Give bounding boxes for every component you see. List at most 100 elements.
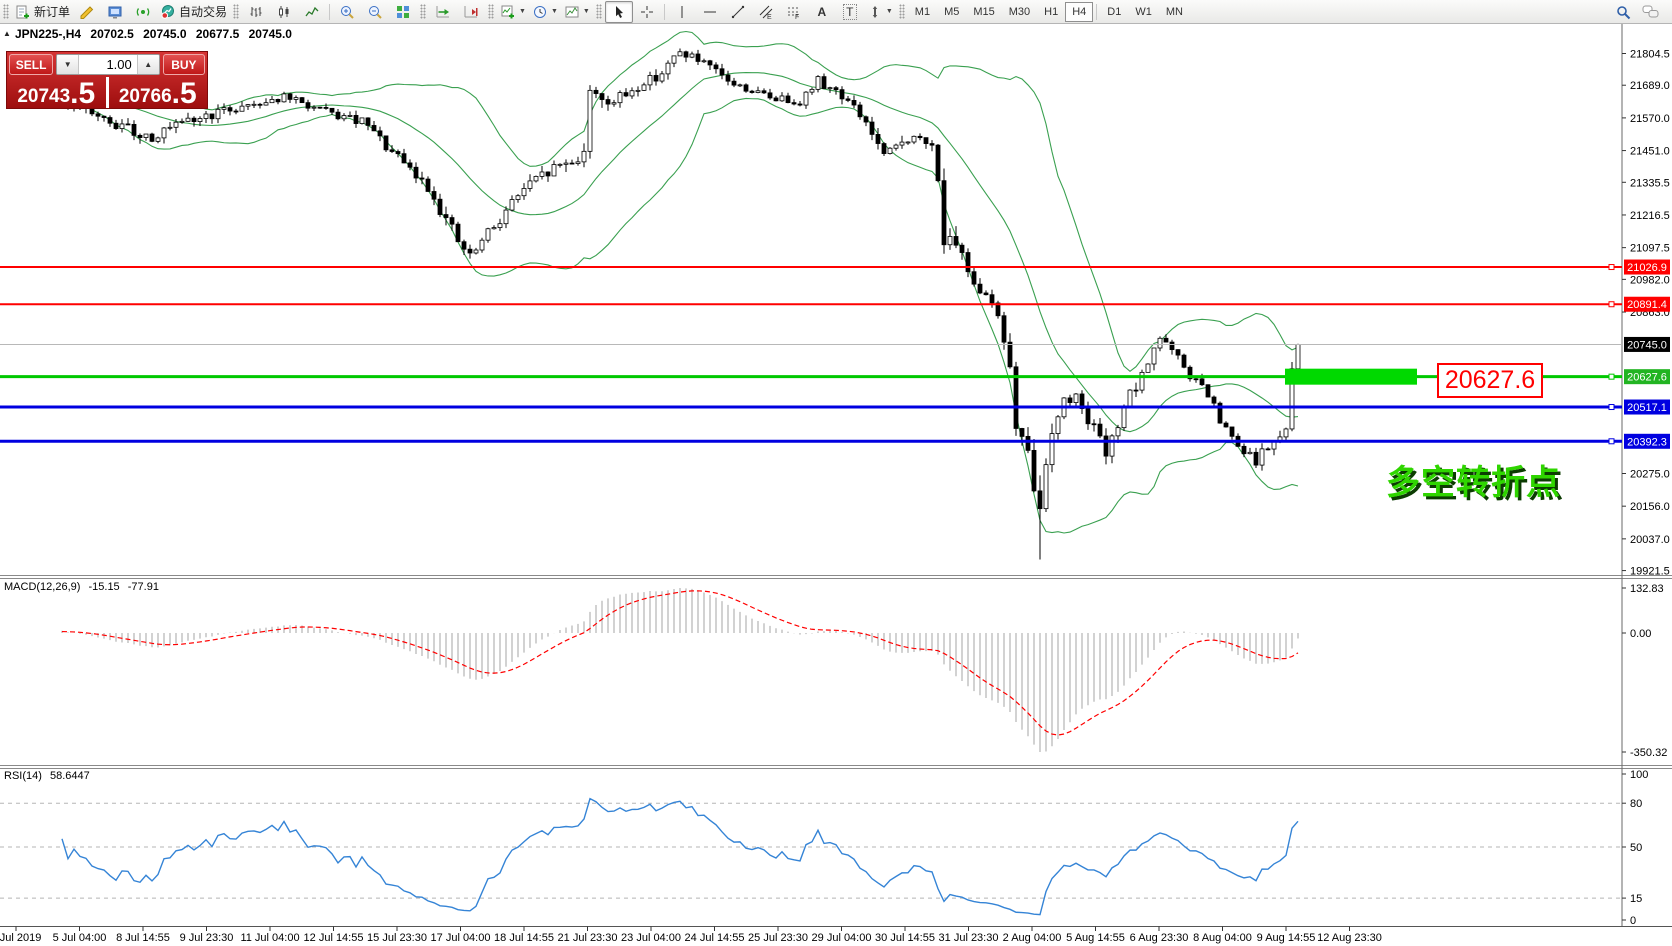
- candle-body: [773, 97, 779, 102]
- periods-button[interactable]: ▼: [529, 1, 561, 23]
- rsi-name: RSI(14): [4, 770, 42, 782]
- supply-zone-rect[interactable]: [1285, 368, 1417, 385]
- candle-body: [1133, 389, 1139, 392]
- candle-body: [437, 198, 443, 215]
- candle-body: [713, 64, 719, 70]
- toolbar-drag-handle[interactable]: [3, 4, 9, 19]
- candlestick-chart-button[interactable]: [270, 1, 298, 23]
- candle-body: [107, 117, 113, 124]
- timeframe-d1-button[interactable]: D1: [1107, 5, 1122, 18]
- axis-price-flag-text: 20392.3: [1627, 436, 1667, 448]
- timeframe-m5-button[interactable]: M5: [944, 5, 960, 18]
- timeframe-h1-button[interactable]: H1: [1044, 5, 1059, 18]
- line-drag-handle[interactable]: [1608, 264, 1615, 271]
- metaeditor-button[interactable]: [73, 1, 101, 23]
- price-flag-label[interactable]: 20627.6: [1437, 363, 1543, 398]
- toolbar-drag-handle[interactable]: [233, 4, 240, 19]
- ask-price[interactable]: 20766 .5: [109, 77, 208, 109]
- buy-button[interactable]: BUY: [162, 54, 205, 75]
- toolbar-drag-handle[interactable]: [595, 4, 602, 19]
- symbol-period-label: JPN225-,H4: [15, 27, 82, 41]
- chat-button[interactable]: [1638, 1, 1666, 23]
- zoom-out-button[interactable]: [361, 1, 389, 23]
- line-drag-handle[interactable]: [1608, 301, 1615, 308]
- candle-body: [1121, 405, 1127, 429]
- line-chart-button[interactable]: [298, 1, 326, 23]
- line-drag-handle[interactable]: [1608, 373, 1615, 380]
- candle-body: [233, 110, 239, 113]
- candle-body: [425, 178, 431, 192]
- new-order-button[interactable]: 新订单: [12, 1, 73, 23]
- bar-chart-button[interactable]: [242, 1, 270, 23]
- chart-shift-button[interactable]: [457, 1, 485, 23]
- channel-tool-button[interactable]: E: [752, 1, 780, 23]
- bollinger-upper-band: [61, 30, 1299, 372]
- candle-body: [383, 135, 389, 151]
- toolbar-drag-handle[interactable]: [898, 4, 905, 19]
- auto-scroll-button[interactable]: [429, 1, 457, 23]
- crosshair-tool-button[interactable]: [633, 1, 661, 23]
- time-axis-label: 30 Jul 14:55: [875, 932, 935, 944]
- candle-body: [755, 90, 761, 93]
- text-label-tool-button[interactable]: T: [836, 1, 864, 23]
- cursor-tool-button[interactable]: [604, 0, 633, 23]
- candle-body: [143, 133, 149, 138]
- timeframe-m15-button[interactable]: M15: [973, 5, 995, 18]
- candle-body: [365, 117, 371, 126]
- toolbar-drag-handle[interactable]: [420, 4, 427, 19]
- indicators-button[interactable]: ▼: [497, 1, 529, 23]
- candle-body: [623, 92, 629, 97]
- timeframe-m1-button[interactable]: M1: [914, 5, 931, 18]
- candle-body: [563, 162, 569, 165]
- ohlc-high: 20745.0: [143, 27, 187, 41]
- line-drag-handle[interactable]: [1608, 438, 1615, 445]
- candle-body: [545, 171, 551, 177]
- candle-body: [377, 130, 383, 137]
- arrows-tool-button[interactable]: ▼: [864, 1, 896, 23]
- volume-decrease-button[interactable]: ▼: [57, 55, 80, 74]
- time-axis-label: 12 Aug 23:30: [1317, 932, 1382, 944]
- candle-body: [881, 143, 887, 154]
- candle-body: [413, 166, 419, 179]
- candle-body: [947, 236, 953, 246]
- fibonacci-tool-button[interactable]: F: [780, 1, 808, 23]
- text-tool-button[interactable]: A: [808, 1, 836, 23]
- candle-body: [137, 134, 143, 138]
- candle-body: [359, 117, 365, 124]
- bid-price[interactable]: 20743 .5: [7, 77, 106, 109]
- turning-point-annotation[interactable]: 多空转折点: [1386, 464, 1561, 502]
- ask-price-main: 20766: [118, 86, 172, 107]
- candle-body: [305, 102, 311, 109]
- candlestick-chart-icon: [279, 5, 289, 18]
- timeframe-mn-button[interactable]: MN: [1165, 5, 1183, 18]
- timeframe-w1-button[interactable]: W1: [1135, 5, 1152, 18]
- macd-value-signal: -77.91: [127, 581, 159, 593]
- candle-body: [671, 55, 677, 64]
- search-button[interactable]: [1610, 1, 1638, 23]
- zoom-in-button[interactable]: [333, 1, 361, 23]
- trendline-tool-button[interactable]: [724, 1, 752, 23]
- candle-body: [605, 99, 611, 105]
- rsi-axis-label: 100: [1630, 769, 1648, 781]
- signals-button[interactable]: [129, 1, 157, 23]
- terminal-button[interactable]: [101, 1, 129, 23]
- vertical-line-tool-button[interactable]: [668, 1, 696, 23]
- templates-button[interactable]: ▼: [561, 1, 593, 23]
- sell-button[interactable]: SELL: [9, 54, 54, 75]
- toolbar-drag-handle[interactable]: [488, 4, 495, 19]
- candle-body: [497, 223, 503, 228]
- timeframe-h4-button[interactable]: H4: [1065, 1, 1094, 22]
- horizontal-line-tool-button[interactable]: [696, 1, 724, 23]
- candle-body: [503, 209, 509, 225]
- price-tick-label: 21451.0: [1630, 146, 1670, 158]
- tile-windows-button[interactable]: [389, 1, 417, 23]
- one-click-collapse-arrow[interactable]: ▲: [3, 29, 11, 38]
- candle-body: [737, 84, 743, 87]
- candle-body: [113, 122, 119, 129]
- volume-value[interactable]: 1.00: [106, 57, 132, 72]
- line-drag-handle[interactable]: [1608, 404, 1615, 411]
- volume-increase-button[interactable]: ▲: [136, 55, 159, 74]
- autotrading-button[interactable]: 自动交易: [157, 1, 230, 23]
- timeframe-m30-button[interactable]: M30: [1008, 5, 1031, 18]
